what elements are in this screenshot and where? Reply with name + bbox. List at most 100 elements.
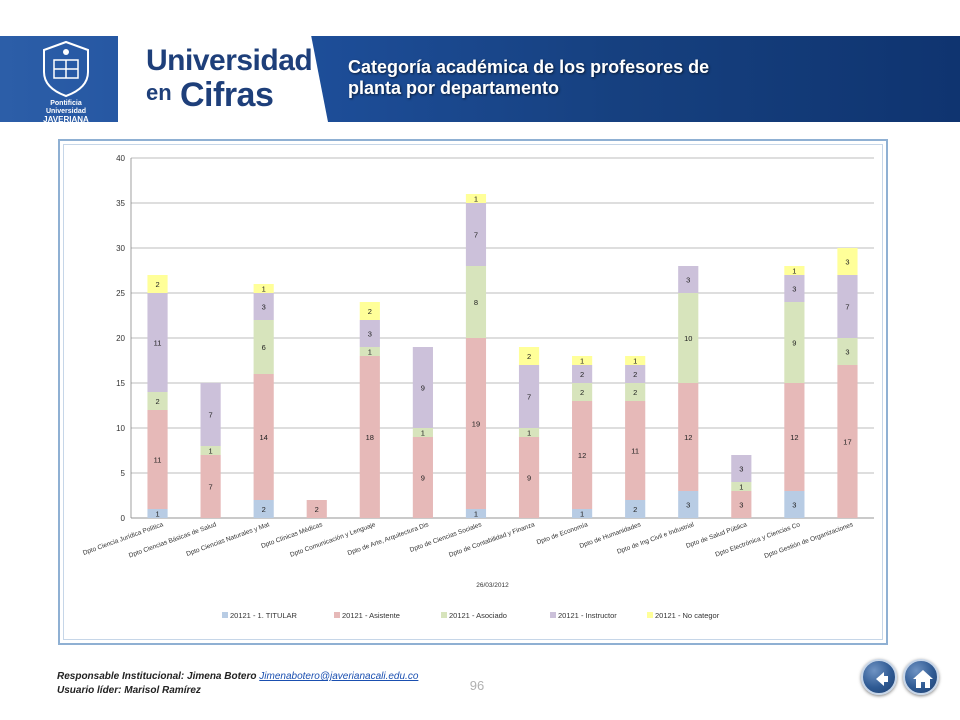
bar-dpto-de-ciencias-sociales-20121-asistente xyxy=(465,338,487,509)
bar-dpto-ciencias-naturales-y-mat-20121-no-categor xyxy=(253,284,274,293)
page-title-line-2: planta por departamento xyxy=(348,78,560,98)
data-label-dpto-de-contabilidad-y-finanza-20121-asistente: 9 xyxy=(527,474,531,483)
data-label-dpto-electronica-y-ciencias-co-20121-instructor: 3 xyxy=(792,285,796,294)
legend-label-20121-1-titular: 20121 - 1. TITULAR xyxy=(230,611,298,620)
bar-dpto-ciencias-naturales-y-mat-20121-asociado xyxy=(253,320,274,374)
bar-dpto-electronica-y-ciencias-co-20121-instructor xyxy=(784,275,805,302)
data-label-dpto-de-arte-arquitectura-dis-20121-asociado: 1 xyxy=(421,429,425,438)
data-label-dpto-ciencia-juridica-politica-20121-instructor: 11 xyxy=(154,339,162,348)
brand-panel xyxy=(118,36,328,122)
data-label-dpto-de-humanidades-20121-asociado: 2 xyxy=(633,388,637,397)
data-label-dpto-ciencia-juridica-politica-20121-asociado: 2 xyxy=(155,397,159,406)
data-label-dpto-gestion-de-organizaciones-20121-instructor: 7 xyxy=(845,303,849,312)
bar-dpto-de-salud-publica-20121-asociado xyxy=(731,482,752,491)
bar-dpto-electronica-y-ciencias-co-20121-asistente xyxy=(784,383,805,491)
data-label-dpto-de-contabilidad-y-finanza-20121-instructor: 7 xyxy=(527,393,531,402)
data-label-dpto-ciencia-juridica-politica-20121-asistente: 11 xyxy=(154,456,162,465)
data-label-dpto-ciencias-naturales-y-mat-20121-asistente: 14 xyxy=(260,433,268,442)
bar-dpto-ciencias-basicas-de-salud-20121-asociado xyxy=(200,446,221,455)
data-label-dpto-de-economia-20121-no-categor: 1 xyxy=(580,357,584,366)
y-tick-label-0: 0 xyxy=(121,514,126,523)
data-label-dpto-gestion-de-organizaciones-20121-no-categor: 3 xyxy=(845,258,849,267)
bar-dpto-de-ciencias-sociales-20121-asociado xyxy=(465,266,487,338)
data-label-dpto-ciencias-basicas-de-salud-20121-asistente: 7 xyxy=(209,483,213,492)
data-label-dpto-ciencia-juridica-politica-20121-no-categor: 2 xyxy=(155,280,159,289)
data-label-dpto-ciencias-naturales-y-mat-20121-1-titular: 2 xyxy=(262,505,266,514)
bar-dpto-de-salud-publica-20121-asistente xyxy=(731,491,752,518)
data-label-dpto-de-ciencias-sociales-20121-instructor: 7 xyxy=(474,231,478,240)
data-label-dpto-ciencias-naturales-y-mat-20121-asociado: 6 xyxy=(262,343,266,352)
data-label-dpto-de-contabilidad-y-finanza-20121-no-categor: 2 xyxy=(527,352,531,361)
page-title: Categoría académica de los profesores de… xyxy=(348,57,788,99)
y-tick-label-15: 15 xyxy=(116,379,125,388)
bar-dpto-ciencias-naturales-y-mat-20121-asistente xyxy=(253,374,274,500)
y-tick-label-35: 35 xyxy=(116,199,125,208)
data-label-dpto-comunicacion-y-lenguaje-20121-no-categor: 2 xyxy=(368,307,372,316)
bar-dpto-gestion-de-organizaciones-20121-instructor xyxy=(837,275,858,338)
data-label-dpto-de-ciencias-sociales-20121-asistente: 19 xyxy=(472,420,480,429)
footer-email-link[interactable]: Jimenabotero@javerianacali.edu.co xyxy=(259,671,419,682)
chart-area xyxy=(63,144,883,640)
x-tick-label-dpto-comunicacion-y-lenguaje: Dpto Comunicación y Lenguaje xyxy=(289,521,377,559)
legend-swatch-20121-no-categor xyxy=(647,612,653,618)
bar-dpto-ciencia-juridica-politica-20121-1-titular xyxy=(147,509,168,518)
data-label-dpto-de-ciencias-sociales-20121-1-titular: 1 xyxy=(474,510,478,519)
data-label-dpto-de-economia-20121-asistente: 12 xyxy=(578,451,586,460)
data-label-dpto-de-ciencias-sociales-20121-asociado: 8 xyxy=(474,298,478,307)
footer-responsible: Responsable Institucional: Jimena Botero… xyxy=(57,671,418,682)
data-label-dpto-de-arte-arquitectura-dis-20121-asistente: 9 xyxy=(421,474,425,483)
bar-dpto-electronica-y-ciencias-co-20121-1-titular xyxy=(784,491,805,518)
university-line-2: Universidad xyxy=(45,108,87,115)
bar-dpto-comunicacion-y-lenguaje-20121-instructor xyxy=(359,320,380,347)
data-label-dpto-de-humanidades-20121-asistente: 11 xyxy=(631,447,639,456)
data-label-dpto-de-humanidades-20121-no-categor: 1 xyxy=(633,357,637,366)
y-tick-label-30: 30 xyxy=(116,244,125,253)
page-title-line-1: Categoría académica de los profesores de xyxy=(348,57,710,77)
back-button[interactable] xyxy=(861,659,897,695)
data-label-dpto-de-ing-civil-e-industrial-20121-asociado: 10 xyxy=(684,334,692,343)
y-tick-label-10: 10 xyxy=(116,424,125,433)
data-label-dpto-de-ciencias-sociales-20121-no-categor: 1 xyxy=(474,195,478,204)
back-arrow-icon xyxy=(876,672,888,686)
brand-universidad: Universidad xyxy=(146,44,313,77)
bar-dpto-de-salud-publica-20121-instructor xyxy=(731,455,752,482)
data-label-dpto-ciencia-juridica-politica-20121-1-titular: 1 xyxy=(155,510,159,519)
bar-dpto-de-contabilidad-y-finanza-20121-no-categor xyxy=(518,347,540,365)
bar-dpto-de-ing-civil-e-industrial-20121-instructor xyxy=(678,266,699,293)
y-tick-label-25: 25 xyxy=(116,289,125,298)
bar-dpto-clinicas-medicas-20121-asistente xyxy=(306,500,327,518)
data-label-dpto-de-salud-publica-20121-asistente: 3 xyxy=(739,501,743,510)
bar-dpto-de-ing-civil-e-industrial-20121-asociado xyxy=(678,293,699,383)
data-label-dpto-de-economia-20121-asociado: 2 xyxy=(580,388,584,397)
bar-dpto-de-ciencias-sociales-20121-1-titular xyxy=(465,509,487,518)
bar-dpto-de-contabilidad-y-finanza-20121-asistente xyxy=(518,437,540,518)
data-label-dpto-ciencias-basicas-de-salud-20121-instructor: 7 xyxy=(209,411,213,420)
bar-dpto-electronica-y-ciencias-co-20121-no-categor xyxy=(784,266,805,275)
data-label-dpto-de-salud-publica-20121-instructor: 3 xyxy=(739,465,743,474)
data-label-dpto-gestion-de-organizaciones-20121-asociado: 3 xyxy=(845,348,849,357)
legend-label-20121-asistente: 20121 - Asistente xyxy=(342,611,400,620)
university-seal xyxy=(30,38,102,118)
home-button[interactable] xyxy=(903,659,939,695)
bar-dpto-de-humanidades-20121-asistente xyxy=(625,401,646,500)
home-icon xyxy=(913,670,933,688)
bar-dpto-ciencias-naturales-y-mat-20121-1-titular xyxy=(253,500,274,518)
data-label-dpto-de-ing-civil-e-industrial-20121-instructor: 3 xyxy=(686,276,690,285)
university-name: Pontificia Universidad JAVERIANA xyxy=(30,100,102,124)
footer-leader: Usuario líder: Marisol Ramírez xyxy=(57,685,201,696)
bar-dpto-gestion-de-organizaciones-20121-asistente xyxy=(837,365,858,518)
data-label-dpto-de-ing-civil-e-industrial-20121-1-titular: 3 xyxy=(686,501,690,510)
legend-label-20121-instructor: 20121 - Instructor xyxy=(558,611,617,620)
x-axis-title: 26/03/2012 xyxy=(476,582,509,589)
legend-swatch-20121-1-titular xyxy=(222,612,228,618)
bar-dpto-ciencias-basicas-de-salud-20121-asistente xyxy=(200,455,221,518)
bar-dpto-comunicacion-y-lenguaje-20121-asistente xyxy=(359,356,380,518)
data-label-dpto-de-humanidades-20121-1-titular: 2 xyxy=(633,505,637,514)
bar-dpto-de-arte-arquitectura-dis-20121-asociado xyxy=(412,428,433,437)
x-tick-label-dpto-gestion-de-organizaciones: Dpto Gestión de Organizaciones xyxy=(763,521,854,560)
bar-dpto-de-contabilidad-y-finanza-20121-instructor xyxy=(518,365,540,428)
bar-dpto-de-humanidades-20121-instructor xyxy=(625,365,646,383)
legend-label-20121-no-categor: 20121 - No categor xyxy=(655,611,720,620)
bar-dpto-ciencias-basicas-de-salud-20121-instructor xyxy=(200,383,221,446)
